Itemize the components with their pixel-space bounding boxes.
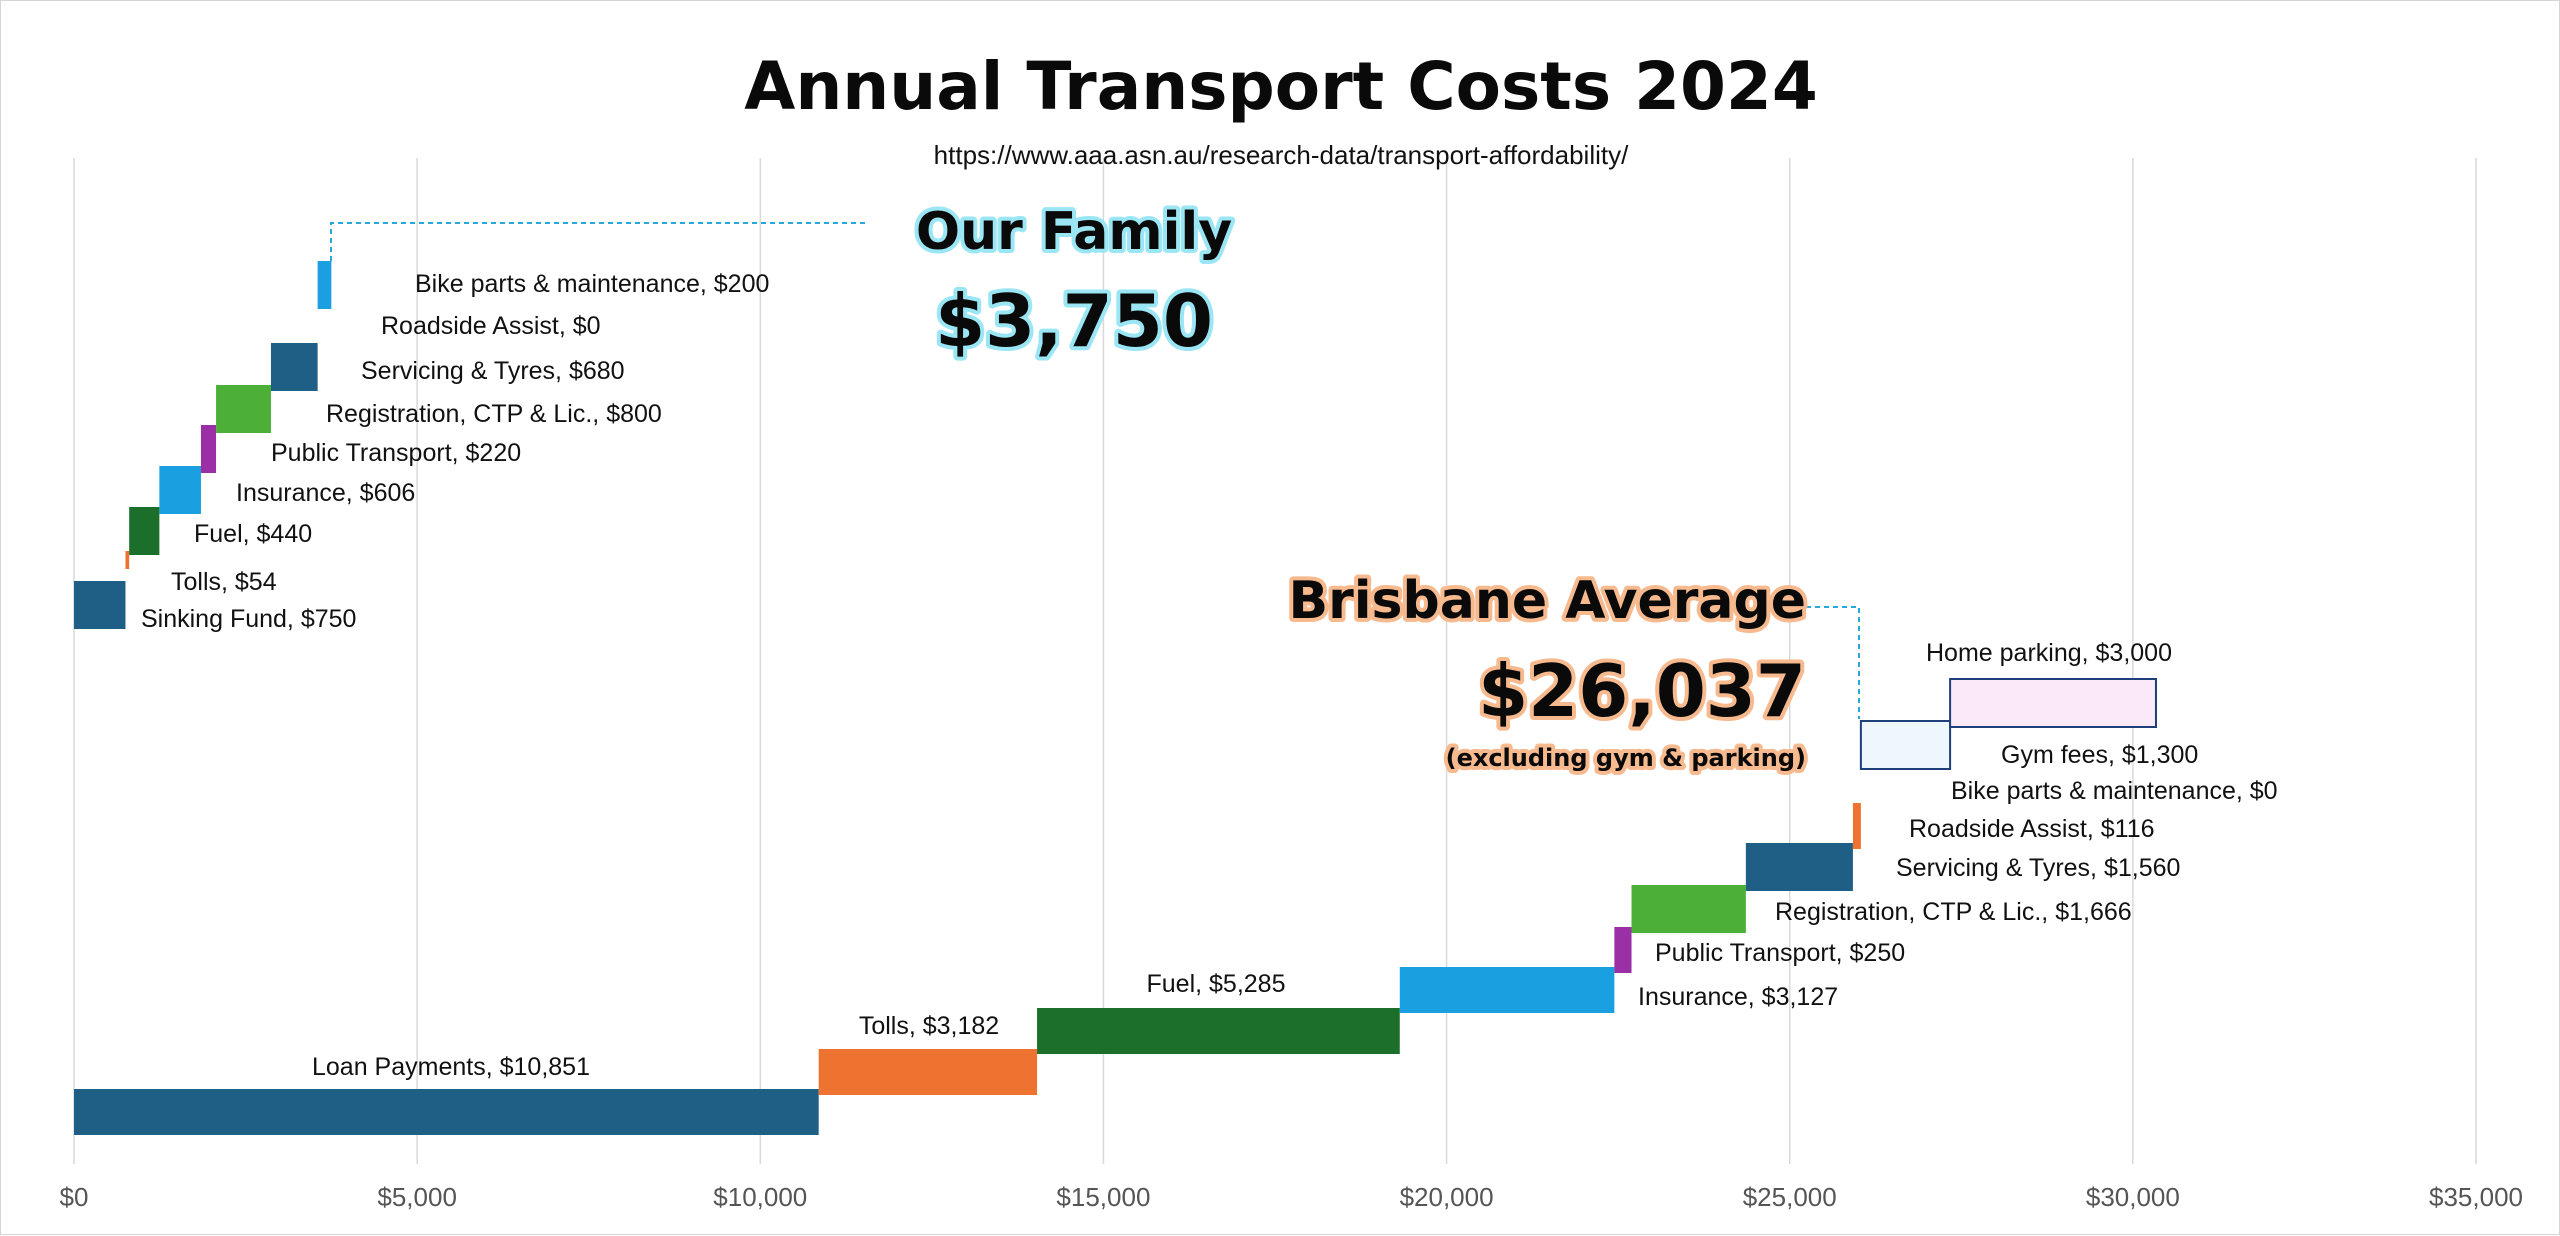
brisbane-callout-note: (excluding gym & parking) [1446,744,1806,772]
brisbane-callout-total: $26,037 [1478,649,1806,733]
data-label-insurance: Insurance, $606 [236,479,415,507]
family-callout-title: Our Family [916,202,1232,262]
x-tick-label: $20,000 [1400,1182,1494,1212]
data-label-roadside-assist: Roadside Assist, $116 [1909,815,2155,843]
bar-registration-ctp-lic [1631,885,1746,933]
data-label-fuel: Fuel, $5,285 [1147,970,1286,998]
data-label-bike-parts-maintenance: Bike parts & maintenance, $200 [415,270,769,298]
bar-fuel [129,507,160,555]
bar-servicing-tyres [1745,843,1853,891]
data-label-registration-ctp-lic: Registration, CTP & Lic., $800 [326,400,662,428]
family-callout-title-glow: Our Family [916,202,1232,262]
data-label-bike-parts-maintenance: Bike parts & maintenance, $0 [1951,777,2278,805]
chart-subtitle: https://www.aaa.asn.au/research-data/tra… [934,140,1629,170]
data-label-insurance: Insurance, $3,127 [1638,983,1838,1011]
bar-bike-parts-maintenance [317,261,332,309]
data-label-tolls: Tolls, $3,182 [859,1012,999,1040]
family-callout-total: $3,750 [935,279,1213,363]
x-axis-ticks: $0 $5,000 $10,000 $15,000 $20,000 $25,000 $30,… [60,1182,2523,1212]
bar-registration-ctp-lic [216,385,271,433]
data-label-registration-ctp-lic: Registration, CTP & Lic., $1,666 [1775,898,2132,926]
data-label-servicing-tyres: Servicing & Tyres, $680 [361,357,625,385]
bar-tolls [818,1049,1038,1095]
brisbane-callout-total-glow: $26,037 [1478,649,1806,733]
data-labels: Sinking Fund, $750 Tolls, $54 Fuel, $440 In… [141,270,2278,1081]
bars [74,261,2157,1135]
data-label-sinking-fund: Sinking Fund, $750 [141,605,356,633]
data-label-tolls: Tolls, $54 [171,568,277,596]
leader-line-brisbane [1806,606,1860,719]
data-label-servicing-tyres: Servicing & Tyres, $1,560 [1896,854,2180,882]
x-tick-label: $30,000 [2086,1182,2180,1212]
x-tick-label: $15,000 [1056,1182,1150,1212]
chart-title: Annual Transport Costs 2024 [744,48,1818,125]
data-label-public-transport: Public Transport, $220 [271,439,521,467]
bar-public-transport [200,425,217,473]
leader-line-family [330,222,866,261]
bar-tolls [125,551,130,569]
gridlines [73,158,2477,1164]
bar-roadside-assist [1852,803,1861,849]
brisbane-callout-title-glow: Brisbane Average [1288,571,1806,631]
data-label-fuel: Fuel, $440 [194,520,312,548]
bar-loan-payments [74,1089,819,1135]
data-label-public-transport: Public Transport, $250 [1655,939,1905,967]
family-callout-total-glow: $3,750 [935,279,1213,363]
x-tick-label: $5,000 [377,1182,457,1212]
bar-insurance [159,466,201,514]
x-tick-label: $0 [60,1182,89,1212]
data-label-roadside-assist: Roadside Assist, $0 [381,312,601,340]
data-label-loan-payments: Loan Payments, $10,851 [312,1053,590,1081]
bar-fuel [1037,1008,1400,1054]
bar-sinking-fund [74,581,126,629]
brisbane-callout-title: Brisbane Average [1288,571,1806,631]
x-tick-label: $10,000 [713,1182,807,1212]
bar-public-transport [1614,927,1632,973]
bar-home-parking [1949,678,2157,728]
bar-gym-fees [1859,720,1952,770]
x-tick-label: $25,000 [1743,1182,1837,1212]
brisbane-callout-note-glow: (excluding gym & parking) [1446,744,1806,772]
data-label-home-parking: Home parking, $3,000 [1926,639,2172,667]
x-tick-label: $35,000 [2429,1182,2523,1212]
data-label-gym-fees: Gym fees, $1,300 [2001,741,2198,769]
bar-insurance [1399,967,1615,1013]
bar-servicing-tyres [270,343,318,391]
